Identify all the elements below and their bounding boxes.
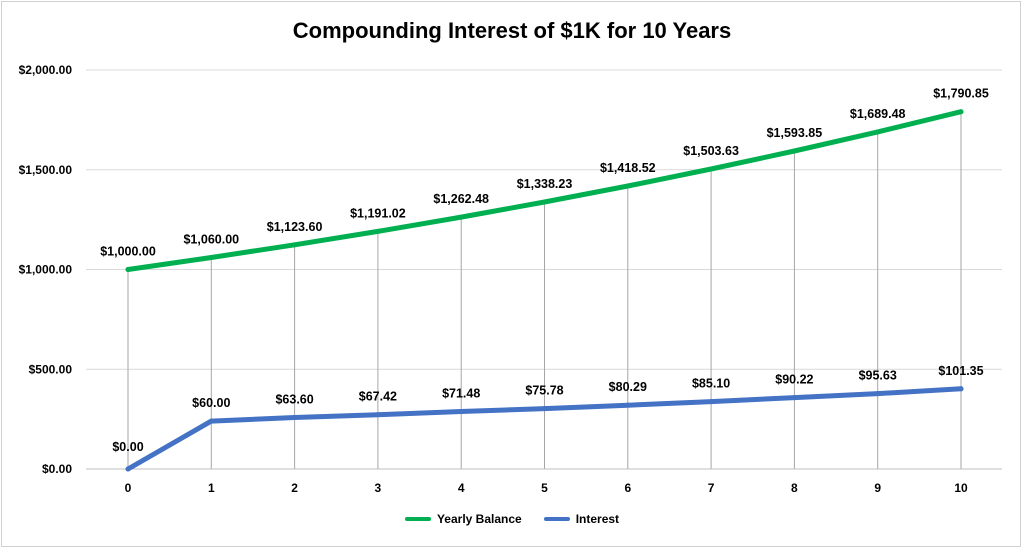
data-label: $1,503.63 [683, 144, 739, 158]
legend: Yearly Balance Interest [0, 512, 1024, 526]
y-tick-label: $1,500.00 [19, 163, 73, 177]
data-label: $75.78 [525, 384, 563, 398]
x-tick-label: 6 [624, 481, 631, 495]
data-point [791, 148, 797, 154]
data-point [208, 255, 214, 261]
legend-label-interest: Interest [575, 512, 620, 526]
data-label: $1,593.85 [767, 126, 823, 140]
data-point [791, 395, 797, 401]
data-labels: $1,000.00 $1,060.00 $1,123.60 $1,191.02 $1,2… [100, 87, 989, 454]
x-tick-label: 1 [208, 481, 215, 495]
legend-label-yearly-balance: Yearly Balance [436, 512, 522, 526]
x-tick-label: 4 [458, 481, 465, 495]
y-tick-label: $500.00 [29, 362, 73, 376]
data-point [958, 109, 964, 115]
data-label: $90.22 [775, 373, 813, 387]
y-tick-label: $1,000.00 [19, 263, 73, 277]
data-point [625, 183, 631, 189]
x-tick-label: 9 [874, 481, 881, 495]
legend-swatch-yearly-balance [404, 517, 431, 521]
data-label: $1,123.60 [267, 220, 323, 234]
data-label: $1,338.23 [517, 177, 573, 191]
data-point [292, 415, 298, 421]
data-point [375, 412, 381, 418]
y-tick-label: $0.00 [42, 462, 72, 476]
data-label: $60.00 [192, 396, 230, 410]
data-label: $95.63 [859, 369, 897, 383]
data-label: $1,000.00 [100, 245, 156, 259]
data-label: $71.48 [442, 387, 480, 401]
data-point [958, 386, 964, 392]
data-point [542, 199, 547, 205]
data-label: $101.35 [938, 364, 983, 378]
axes: $0.00 $500.00 $1,000.00 $1,500.00 $2,000.00 0… [19, 63, 1002, 495]
data-label: $1,262.48 [433, 192, 489, 206]
data-point [542, 406, 547, 412]
data-label: $85.10 [692, 377, 730, 391]
data-point [292, 242, 298, 248]
data-point [458, 409, 464, 415]
data-point [125, 267, 131, 272]
data-point [208, 418, 214, 424]
x-tick-label: 8 [791, 481, 798, 495]
x-tick-label: 2 [291, 481, 298, 495]
data-point [708, 166, 714, 172]
data-label: $1,418.52 [600, 161, 656, 175]
data-label: $1,689.48 [850, 107, 906, 121]
data-label: $1,191.02 [350, 206, 406, 220]
data-label: $0.00 [112, 440, 143, 454]
legend-swatch-interest [543, 517, 570, 521]
x-tick-label: 3 [375, 481, 382, 495]
data-point [708, 399, 714, 405]
y-tick-label: $2,000.00 [19, 63, 73, 77]
chart-title: Compounding Interest of $1K for 10 Years [292, 18, 732, 43]
data-label: $1,060.00 [183, 233, 239, 247]
x-tick-label: 5 [541, 481, 548, 495]
data-label: $67.42 [359, 390, 397, 404]
data-point [125, 466, 131, 472]
data-point [875, 391, 881, 397]
x-tick-label: 7 [708, 481, 715, 495]
data-point [875, 129, 881, 135]
data-point [375, 228, 381, 234]
x-tick-label: 0 [125, 481, 132, 495]
data-label: $80.29 [609, 380, 647, 394]
data-label: $1,790.85 [933, 87, 989, 101]
series-lines [125, 109, 964, 472]
data-label: $63.60 [275, 393, 313, 407]
x-tick-label: 10 [954, 481, 968, 495]
legend-item-yearly-balance: Yearly Balance [404, 512, 522, 526]
legend-item-interest: Interest [543, 512, 620, 526]
drop-lines [127, 111, 962, 469]
data-point [458, 214, 464, 220]
data-point [625, 402, 631, 408]
